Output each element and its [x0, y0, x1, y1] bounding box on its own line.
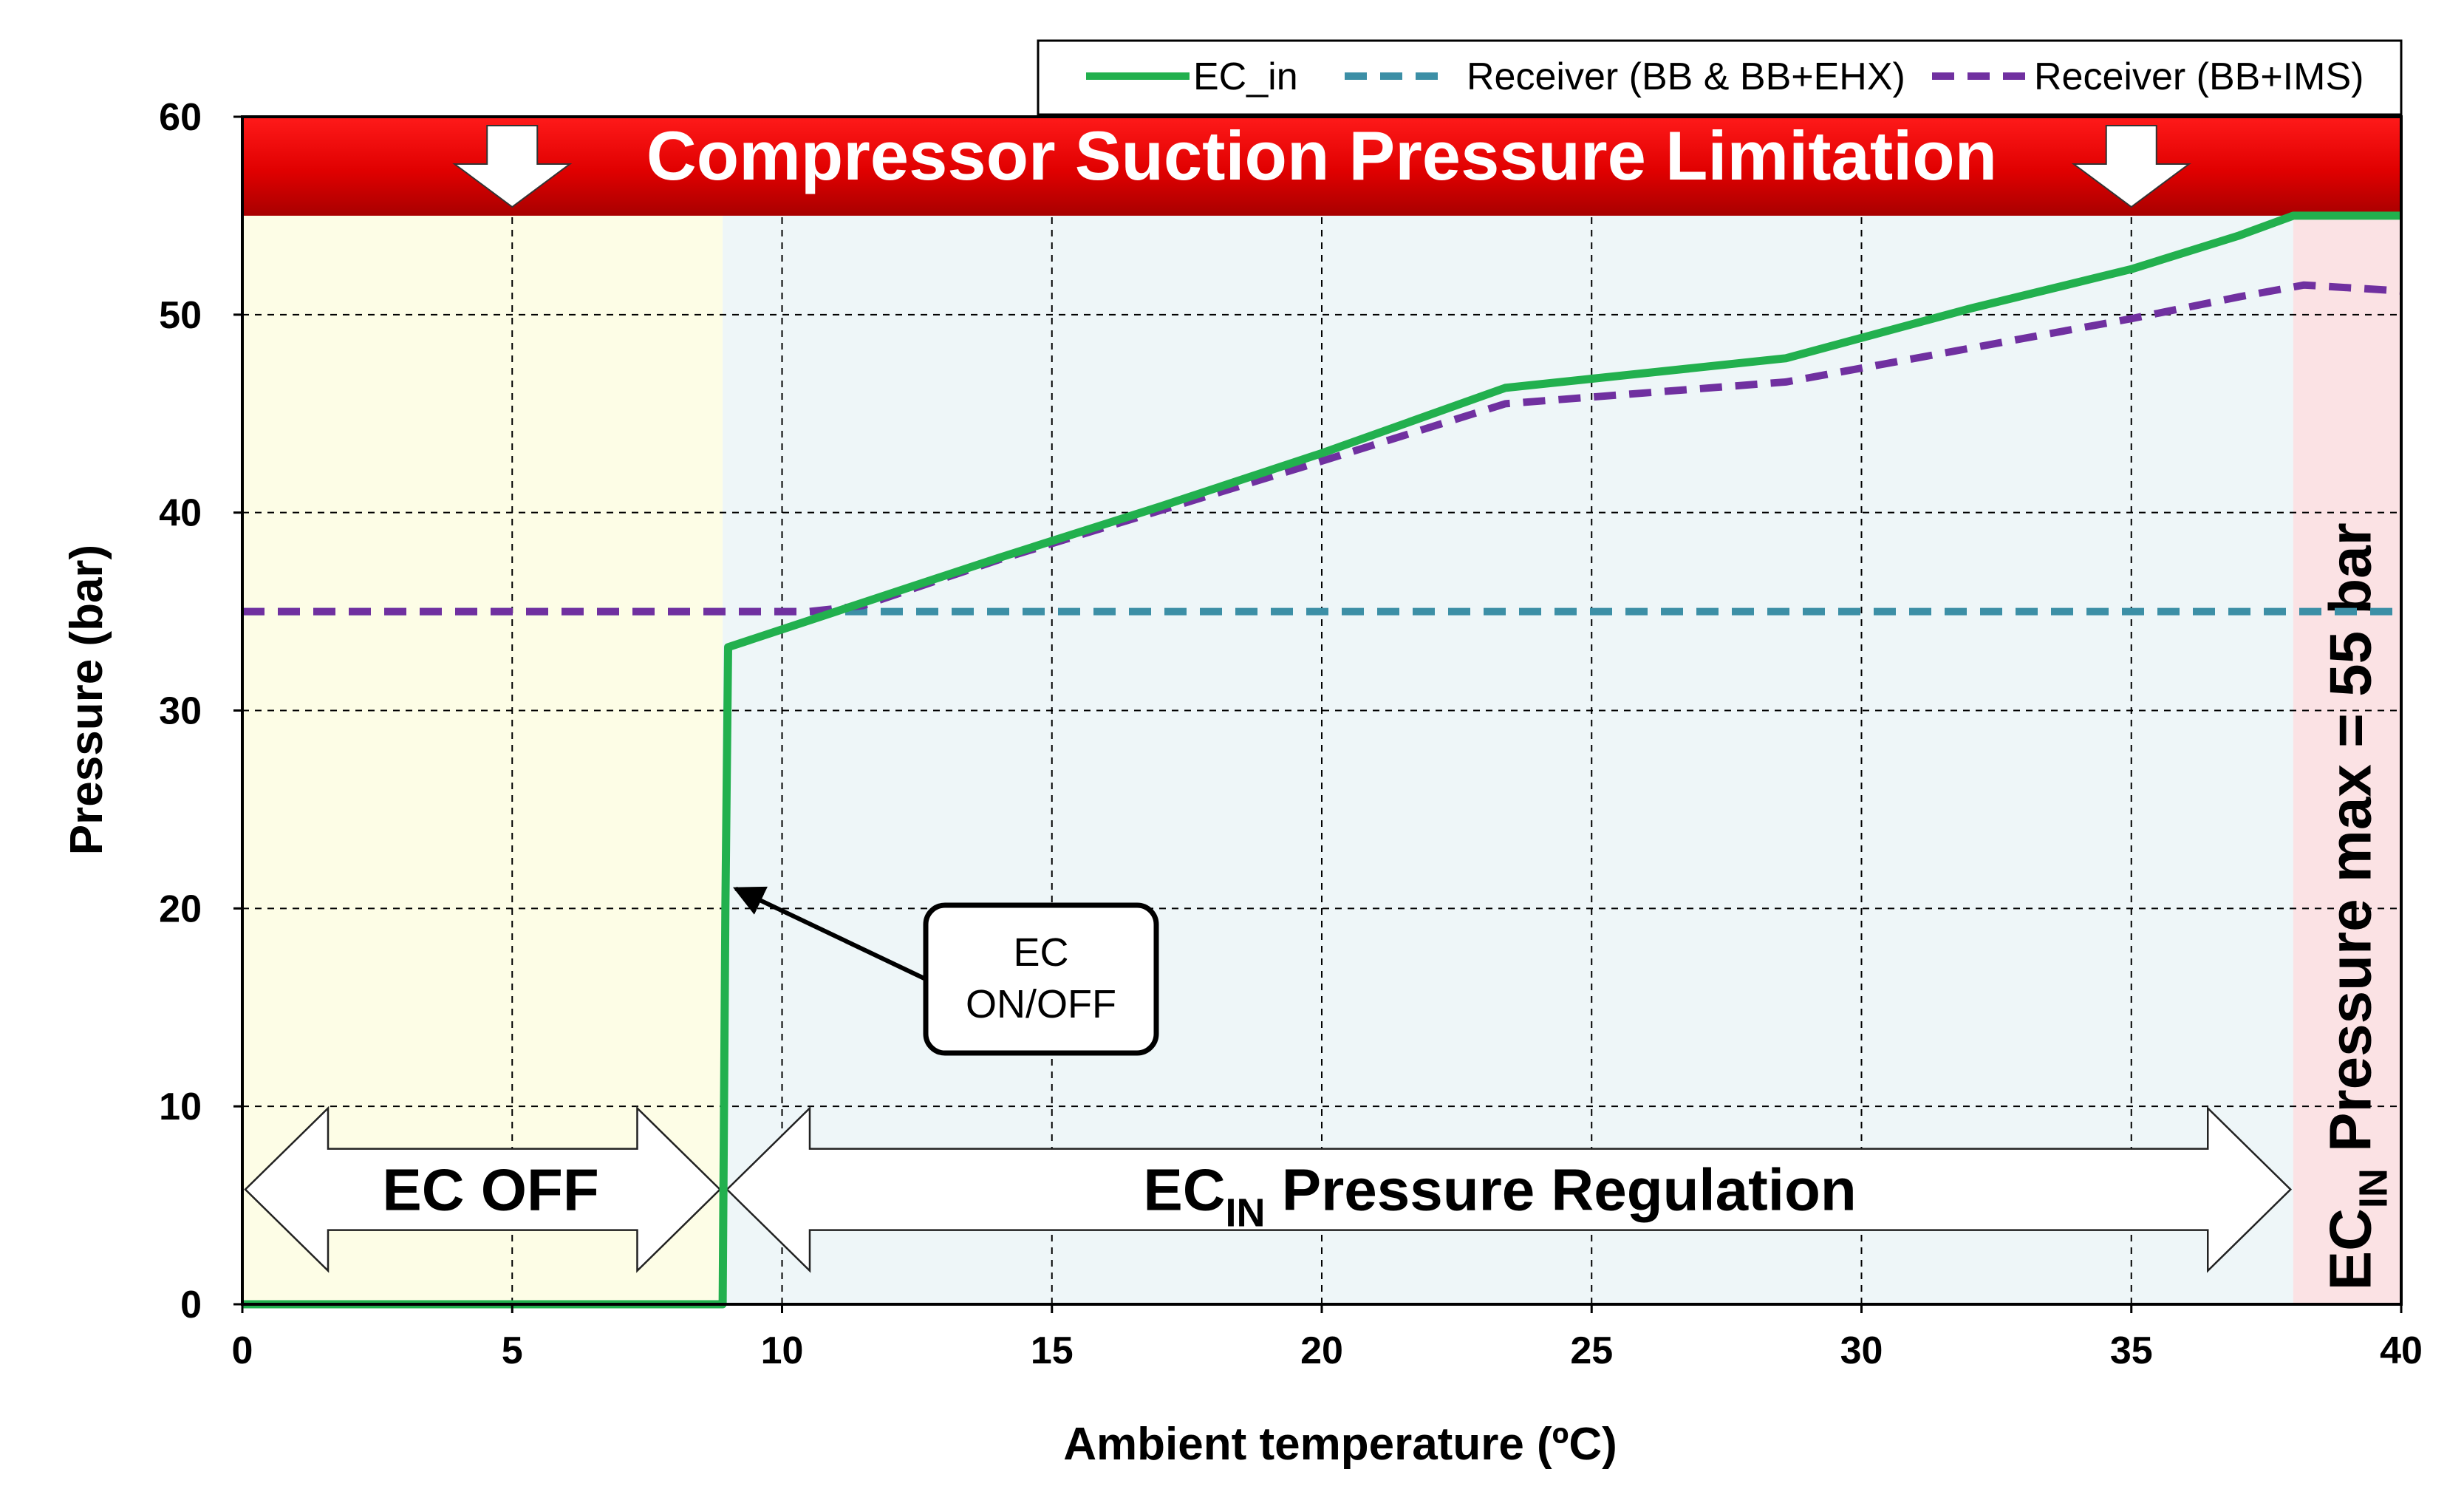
callout-line-2: ON/OFF	[966, 982, 1116, 1026]
series-line-ec-in	[242, 211, 2401, 1309]
x-tick-label: 5	[502, 1329, 523, 1372]
y-tick-label: 20	[159, 887, 202, 930]
callout-box	[923, 902, 1159, 1056]
y-tick-label: 50	[159, 294, 202, 337]
legend-box	[1037, 39, 2403, 116]
x-tick-label: 20	[1300, 1329, 1343, 1372]
y-tick-label: 60	[159, 96, 202, 139]
callout-arrow	[733, 886, 927, 981]
y-tick-label: 10	[159, 1086, 202, 1128]
x-tick-label: 0	[232, 1329, 253, 1372]
y-axis-label: Pressure (bar)	[61, 545, 112, 855]
legend-label-0: EC_in	[1193, 55, 1298, 98]
x-tick-label: 10	[761, 1329, 804, 1372]
x-tick-label: 35	[2110, 1329, 2153, 1372]
x-tick-label: 15	[1031, 1329, 1074, 1372]
down-arrow-icon	[2071, 125, 2191, 208]
region-bg-2	[2293, 215, 2401, 1305]
down-arrow-icon	[452, 125, 573, 208]
x-tick-label: 30	[1840, 1329, 1883, 1372]
legend-label-1: Receiver (BB & BB+EHX)	[1467, 55, 1905, 98]
series-line-receiver-bb-ims-	[242, 281, 2402, 616]
regulation-arrow	[726, 1105, 2293, 1273]
banner-bar	[242, 117, 2401, 216]
max-pressure-label: ECIN Pressure max = 55 bar	[2318, 522, 2396, 1290]
callout-line-1: EC	[1013, 930, 1068, 975]
regulation-label: ECIN Pressure Regulation	[1143, 1157, 1856, 1236]
y-tick-label: 40	[159, 492, 202, 535]
y-tick-label: 0	[180, 1284, 202, 1326]
x-axis-label: Ambient temperature (ºC)	[1063, 1419, 1617, 1470]
banner-title: Compressor Suction Pressure Limitation	[646, 117, 1997, 194]
x-tick-label: 40	[2380, 1329, 2423, 1372]
y-tick-label: 30	[159, 690, 202, 733]
ec-off-label: EC OFF	[382, 1157, 598, 1223]
x-tick-label: 25	[1570, 1329, 1613, 1372]
legend-label-2: Receiver (BB+IMS)	[2034, 55, 2364, 98]
region-bg-1	[723, 215, 2293, 1305]
